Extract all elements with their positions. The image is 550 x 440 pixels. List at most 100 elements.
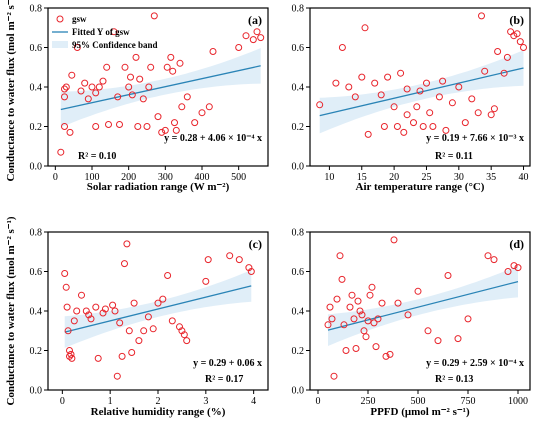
panel-b-data-point: [351, 93, 359, 101]
panel-c-data-point: [111, 307, 119, 315]
panel-a-data-point: [121, 63, 129, 71]
panel-b-data-point: [439, 77, 447, 85]
panel-d-equation: y = 0.29 + 2.59 × 10⁻⁴ x: [426, 358, 524, 369]
panel-d-data-point: [368, 283, 376, 291]
panel-c-data-point: [66, 347, 73, 354]
panel-c-data-point: [85, 311, 93, 319]
panel-a-data-point: [114, 93, 122, 101]
panel-d-label: (d): [509, 237, 524, 251]
panel-a-data-point: [136, 75, 144, 83]
panel-c-data-point: [144, 313, 152, 321]
panel-b-xlabel: Air temperature range (°C): [356, 181, 485, 193]
panel-d-data-point: [394, 299, 402, 307]
panel-a-x-tick-label: 100: [85, 172, 100, 183]
panel-c-data-point: [101, 305, 109, 313]
panel-d-data-point: [326, 303, 334, 311]
panel-d-data-point: [404, 311, 412, 319]
panel-b-data-point: [371, 79, 379, 87]
panel-c-data-point: [87, 315, 95, 323]
panel-c-data-point: [70, 317, 78, 325]
panel-c-r2: R² = 0.17: [205, 374, 243, 385]
panel-b-data-point: [448, 99, 456, 107]
panel-d-r2: R² = 0.13: [435, 374, 473, 385]
panel-d-data-point: [356, 307, 364, 315]
panel-a-x-tick-label: 300: [158, 172, 173, 183]
panel-a-data-point: [88, 83, 96, 91]
panel-c-xlabel: Relative humidity range (%): [91, 406, 226, 418]
panel-b-data-point: [397, 69, 405, 77]
panel-a-data-point: [99, 77, 107, 85]
panel-a-data-point: [134, 123, 142, 130]
panel-d-data-point: [424, 327, 432, 335]
panel-a-data-point: [77, 87, 85, 95]
panel-b-data-point: [410, 119, 417, 127]
panel-d-x-tick-label: 0: [316, 396, 321, 407]
panel-c-data-point: [109, 301, 117, 309]
panel-a-data-point: [205, 103, 213, 111]
panel-d-data-point: [390, 236, 398, 244]
panel-c-data-point: [130, 299, 138, 307]
legend-fit-label: Fitted Y of gsw: [72, 27, 130, 37]
panel-b-data-point: [478, 12, 485, 20]
panel-b-data-point: [426, 109, 434, 117]
panel-c-data-point: [68, 354, 76, 362]
panel-a-data-point: [62, 83, 70, 91]
panel-d-data-point: [348, 291, 356, 299]
panel-d-data-point: [504, 268, 512, 275]
panel-a-data-point: [257, 34, 265, 42]
panel-b-data-point: [435, 93, 443, 101]
panel-c-x-tick-label: 2: [156, 396, 161, 407]
panel-b-x-tick-label: 20: [389, 172, 399, 183]
panel-c-data-point: [168, 317, 176, 325]
panel-d-data-point: [328, 315, 336, 323]
panel-b-fit-line: [319, 67, 524, 117]
panel-d-data-point: [372, 343, 380, 351]
panel-d-data-point: [338, 275, 346, 283]
panel-a-data-point: [198, 109, 206, 117]
panel-a-label: (a): [248, 13, 262, 27]
panel-a-xlabel: Solar radiation range (W m⁻²): [87, 181, 230, 193]
panel-b-data-point: [332, 79, 340, 87]
panel-c-data-point: [202, 277, 210, 285]
panel-b-data-point: [345, 83, 353, 91]
panel-c-data-point: [154, 299, 162, 307]
panel-a-data-point: [171, 119, 178, 127]
panel-b-x-tick-label: 40: [519, 172, 529, 183]
panel-d-data-point: [464, 315, 472, 323]
panel-b-data-point: [361, 24, 369, 32]
panel-a-data-point: [95, 83, 103, 91]
panel-a-data-point: [253, 28, 261, 36]
panel-a-data-point: [66, 128, 74, 136]
panel-c: (c) y = 0.29 + 0.06 x R² = 0.17 Relative…: [30, 228, 269, 418]
panel-a-data-point: [125, 83, 133, 91]
panel-a-r2: R² = 0.10: [78, 151, 116, 162]
panel-a-x-tick-label: 0: [53, 172, 58, 183]
panel-b-data-point: [364, 130, 372, 138]
panel-d-x-tick-label: 750: [461, 396, 476, 407]
panel-d-data-point: [386, 350, 394, 358]
panel-a-y-tick-label: 0.8: [30, 4, 43, 15]
panel-b-data-point: [503, 53, 511, 61]
panel-d-data-point: [342, 347, 350, 354]
panel-c-equation: y = 0.29 + 0.06 x: [193, 358, 262, 369]
panel-a-data-point: [92, 89, 100, 97]
panel-d-data-point: [340, 321, 348, 329]
panel-a-data-point: [61, 85, 68, 93]
panel-a-data-point: [147, 63, 155, 71]
panel-b-data-point: [377, 91, 385, 99]
panel-c-x-tick-label: 4: [251, 396, 256, 407]
panel-d-y-tick-label: 0.4: [292, 307, 305, 318]
panel-d-x-tick-label: 250: [361, 396, 376, 407]
panel-b-label: (b): [509, 13, 524, 27]
panel-a-data-point: [92, 123, 100, 130]
panel-c-y-tick-label: 0.2: [30, 346, 43, 357]
panel-a-data-point: [235, 44, 243, 51]
panel-c-data-point: [63, 303, 71, 311]
panel-d: (d) y = 0.29 + 2.59 × 10⁻⁴ x R² = 0.13 P…: [292, 228, 531, 418]
panel-b-x-tick-label: 15: [357, 172, 367, 183]
panel-b: (b) y = 0.19 + 7.66 × 10⁻³ x R² = 0.11 A…: [292, 4, 531, 193]
panel-b-x-tick-label: 30: [454, 172, 464, 183]
panel-d-data-point: [484, 252, 492, 260]
panel-a-y-tick-label: 0.0: [30, 162, 43, 173]
panel-d-data-point: [370, 319, 378, 327]
